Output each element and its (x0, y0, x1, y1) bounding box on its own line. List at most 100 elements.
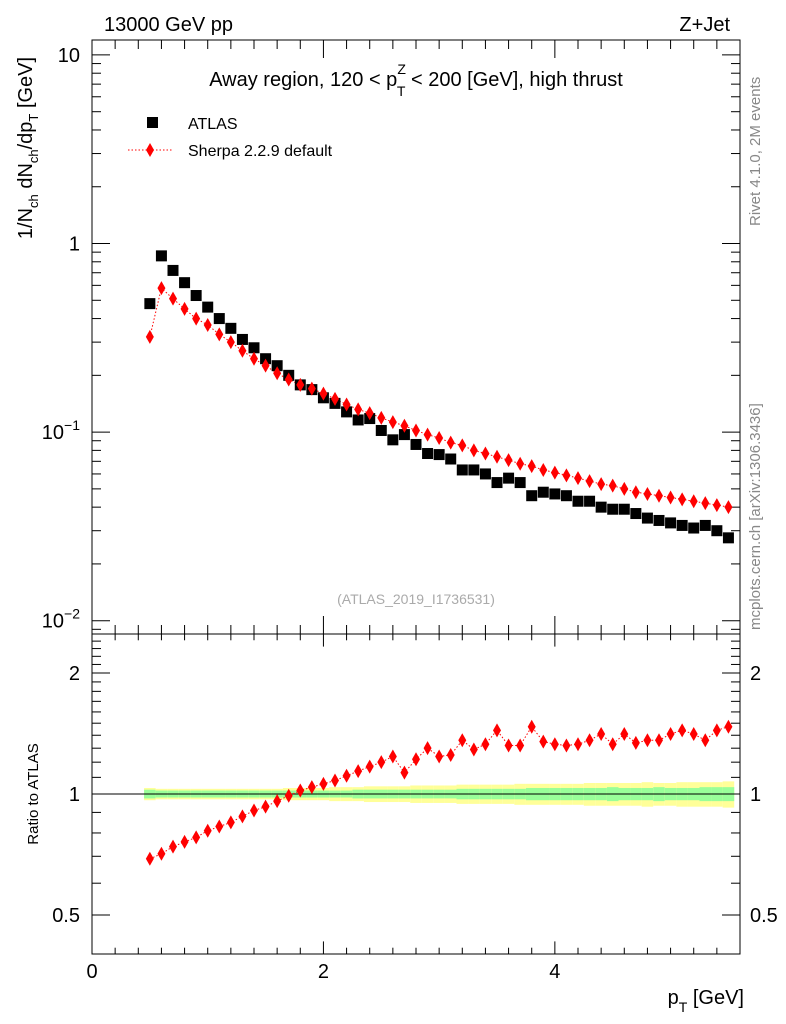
data-marks (144, 250, 734, 866)
sherpa-data-point (377, 410, 386, 425)
ratio-data-point (655, 733, 663, 748)
atlas-data-point (352, 414, 364, 426)
atlas-data-point (711, 525, 723, 537)
atlas-data-point (665, 517, 677, 529)
atlas-data-point (584, 495, 596, 507)
atlas-data-point (248, 342, 260, 354)
ratio-y-tick-label-right: 1 (750, 784, 761, 806)
legend-sherpa-label: Sherpa 2.2.9 default (188, 143, 333, 160)
plot-title: Away region, 120 < pZ T < 200 [GeV], high… (209, 61, 623, 99)
sherpa-data-point (469, 443, 478, 458)
sherpa-data-point (446, 435, 455, 450)
ratio-data-point (678, 723, 687, 738)
atlas-data-point (155, 250, 167, 262)
analysis-id-label: (ATLAS_2019_I1736531) (337, 591, 495, 607)
atlas-data-point (722, 532, 734, 544)
atlas-data-point (433, 449, 445, 461)
sherpa-data-point (678, 492, 687, 507)
atlas-data-point (526, 490, 538, 502)
atlas-data-point (410, 438, 422, 450)
atlas-data-point (688, 522, 700, 534)
ratio-data-point (550, 737, 559, 752)
atlas-data-point (167, 264, 179, 276)
header-left-label: 13000 GeV pp (104, 14, 233, 36)
y-tick-label: 10 (58, 45, 80, 67)
x-axis-label: pT [GeV] (668, 987, 744, 1015)
ratio-y-tick-label-right: 2 (750, 663, 761, 685)
sherpa-data-point (145, 329, 154, 344)
ratio-data-point (643, 733, 652, 748)
ratio-y-axis-label: Ratio to ATLAS (25, 743, 42, 844)
ratio-data-point (273, 794, 282, 809)
sherpa-data-point (655, 488, 663, 503)
atlas-data-point (537, 486, 549, 498)
sherpa-data-point (493, 449, 501, 464)
ratio-data-point (574, 737, 582, 752)
ratio-data-point (724, 719, 733, 734)
ratio-data-point (400, 765, 409, 780)
atlas-data-point (225, 322, 237, 334)
sherpa-data-point (423, 427, 432, 442)
ratio-data-point (354, 764, 363, 779)
ratio-data-point (250, 803, 258, 818)
ratio-data-point (585, 733, 594, 748)
ratio-data-point (620, 727, 629, 742)
ratio-data-point (504, 738, 513, 753)
atlas-data-point (202, 301, 214, 313)
ratio-data-point (319, 776, 328, 791)
sherpa-data-point (215, 327, 224, 342)
sherpa-data-point (226, 335, 235, 350)
sherpa-data-point (157, 281, 166, 296)
atlas-data-point (549, 488, 561, 500)
atlas-data-point (468, 464, 480, 476)
ratio-data-point (608, 737, 617, 752)
ratio-y-tick-label-left: 0.5 (52, 905, 80, 927)
sherpa-data-point (608, 478, 617, 493)
y-tick-label: 10−1 (42, 417, 80, 444)
atlas-data-point (179, 277, 191, 289)
atlas-data-point (560, 490, 572, 502)
sherpa-data-point (250, 351, 258, 366)
sherpa-data-point (331, 391, 339, 406)
atlas-data-point (491, 477, 503, 489)
sherpa-data-point (504, 453, 513, 468)
sherpa-data-point (689, 494, 698, 509)
sherpa-data-point (365, 406, 374, 421)
atlas-data-point (445, 453, 457, 465)
ratio-data-point (307, 780, 316, 795)
ratio-data-point (226, 815, 235, 830)
ratio-data-point (631, 735, 640, 750)
sherpa-data-point (273, 366, 282, 381)
legend-atlas-label: ATLAS (188, 116, 238, 133)
atlas-data-point (572, 495, 584, 507)
sherpa-data-point (481, 446, 490, 461)
sherpa-data-point (724, 500, 733, 515)
sherpa-data-point (516, 456, 525, 471)
ratio-y-tick-label-left: 1 (69, 784, 80, 806)
sherpa-series-line (149, 287, 729, 508)
atlas-data-point (387, 434, 399, 446)
ratio-data-point (296, 783, 305, 798)
ratio-data-point (446, 748, 455, 763)
atlas-data-point (375, 424, 387, 436)
legend-atlas-marker (147, 117, 158, 128)
rivet-version-label: Rivet 4.1.0, 2M events (747, 77, 764, 226)
ratio-data-point (689, 727, 698, 742)
ratio-y-tick-label-left: 2 (69, 663, 80, 685)
main-y-axis-label: 1/Nch dNch/dpT [GeV] (15, 57, 41, 239)
x-tick-label: 4 (549, 961, 560, 983)
sherpa-data-point (284, 372, 293, 387)
sherpa-data-point (238, 343, 247, 358)
sherpa-data-point (631, 485, 640, 500)
atlas-data-point (618, 503, 630, 515)
sherpa-data-point (712, 498, 721, 513)
sherpa-data-point (203, 317, 212, 332)
ratio-data-point (284, 788, 293, 803)
sherpa-data-point (307, 381, 316, 396)
ratio-data-point (469, 742, 478, 757)
sherpa-data-point (585, 474, 594, 489)
atlas-data-point (271, 360, 283, 372)
ratio-data-point (180, 834, 189, 849)
atlas-data-point (641, 512, 653, 524)
legend-sherpa-marker (146, 143, 154, 157)
